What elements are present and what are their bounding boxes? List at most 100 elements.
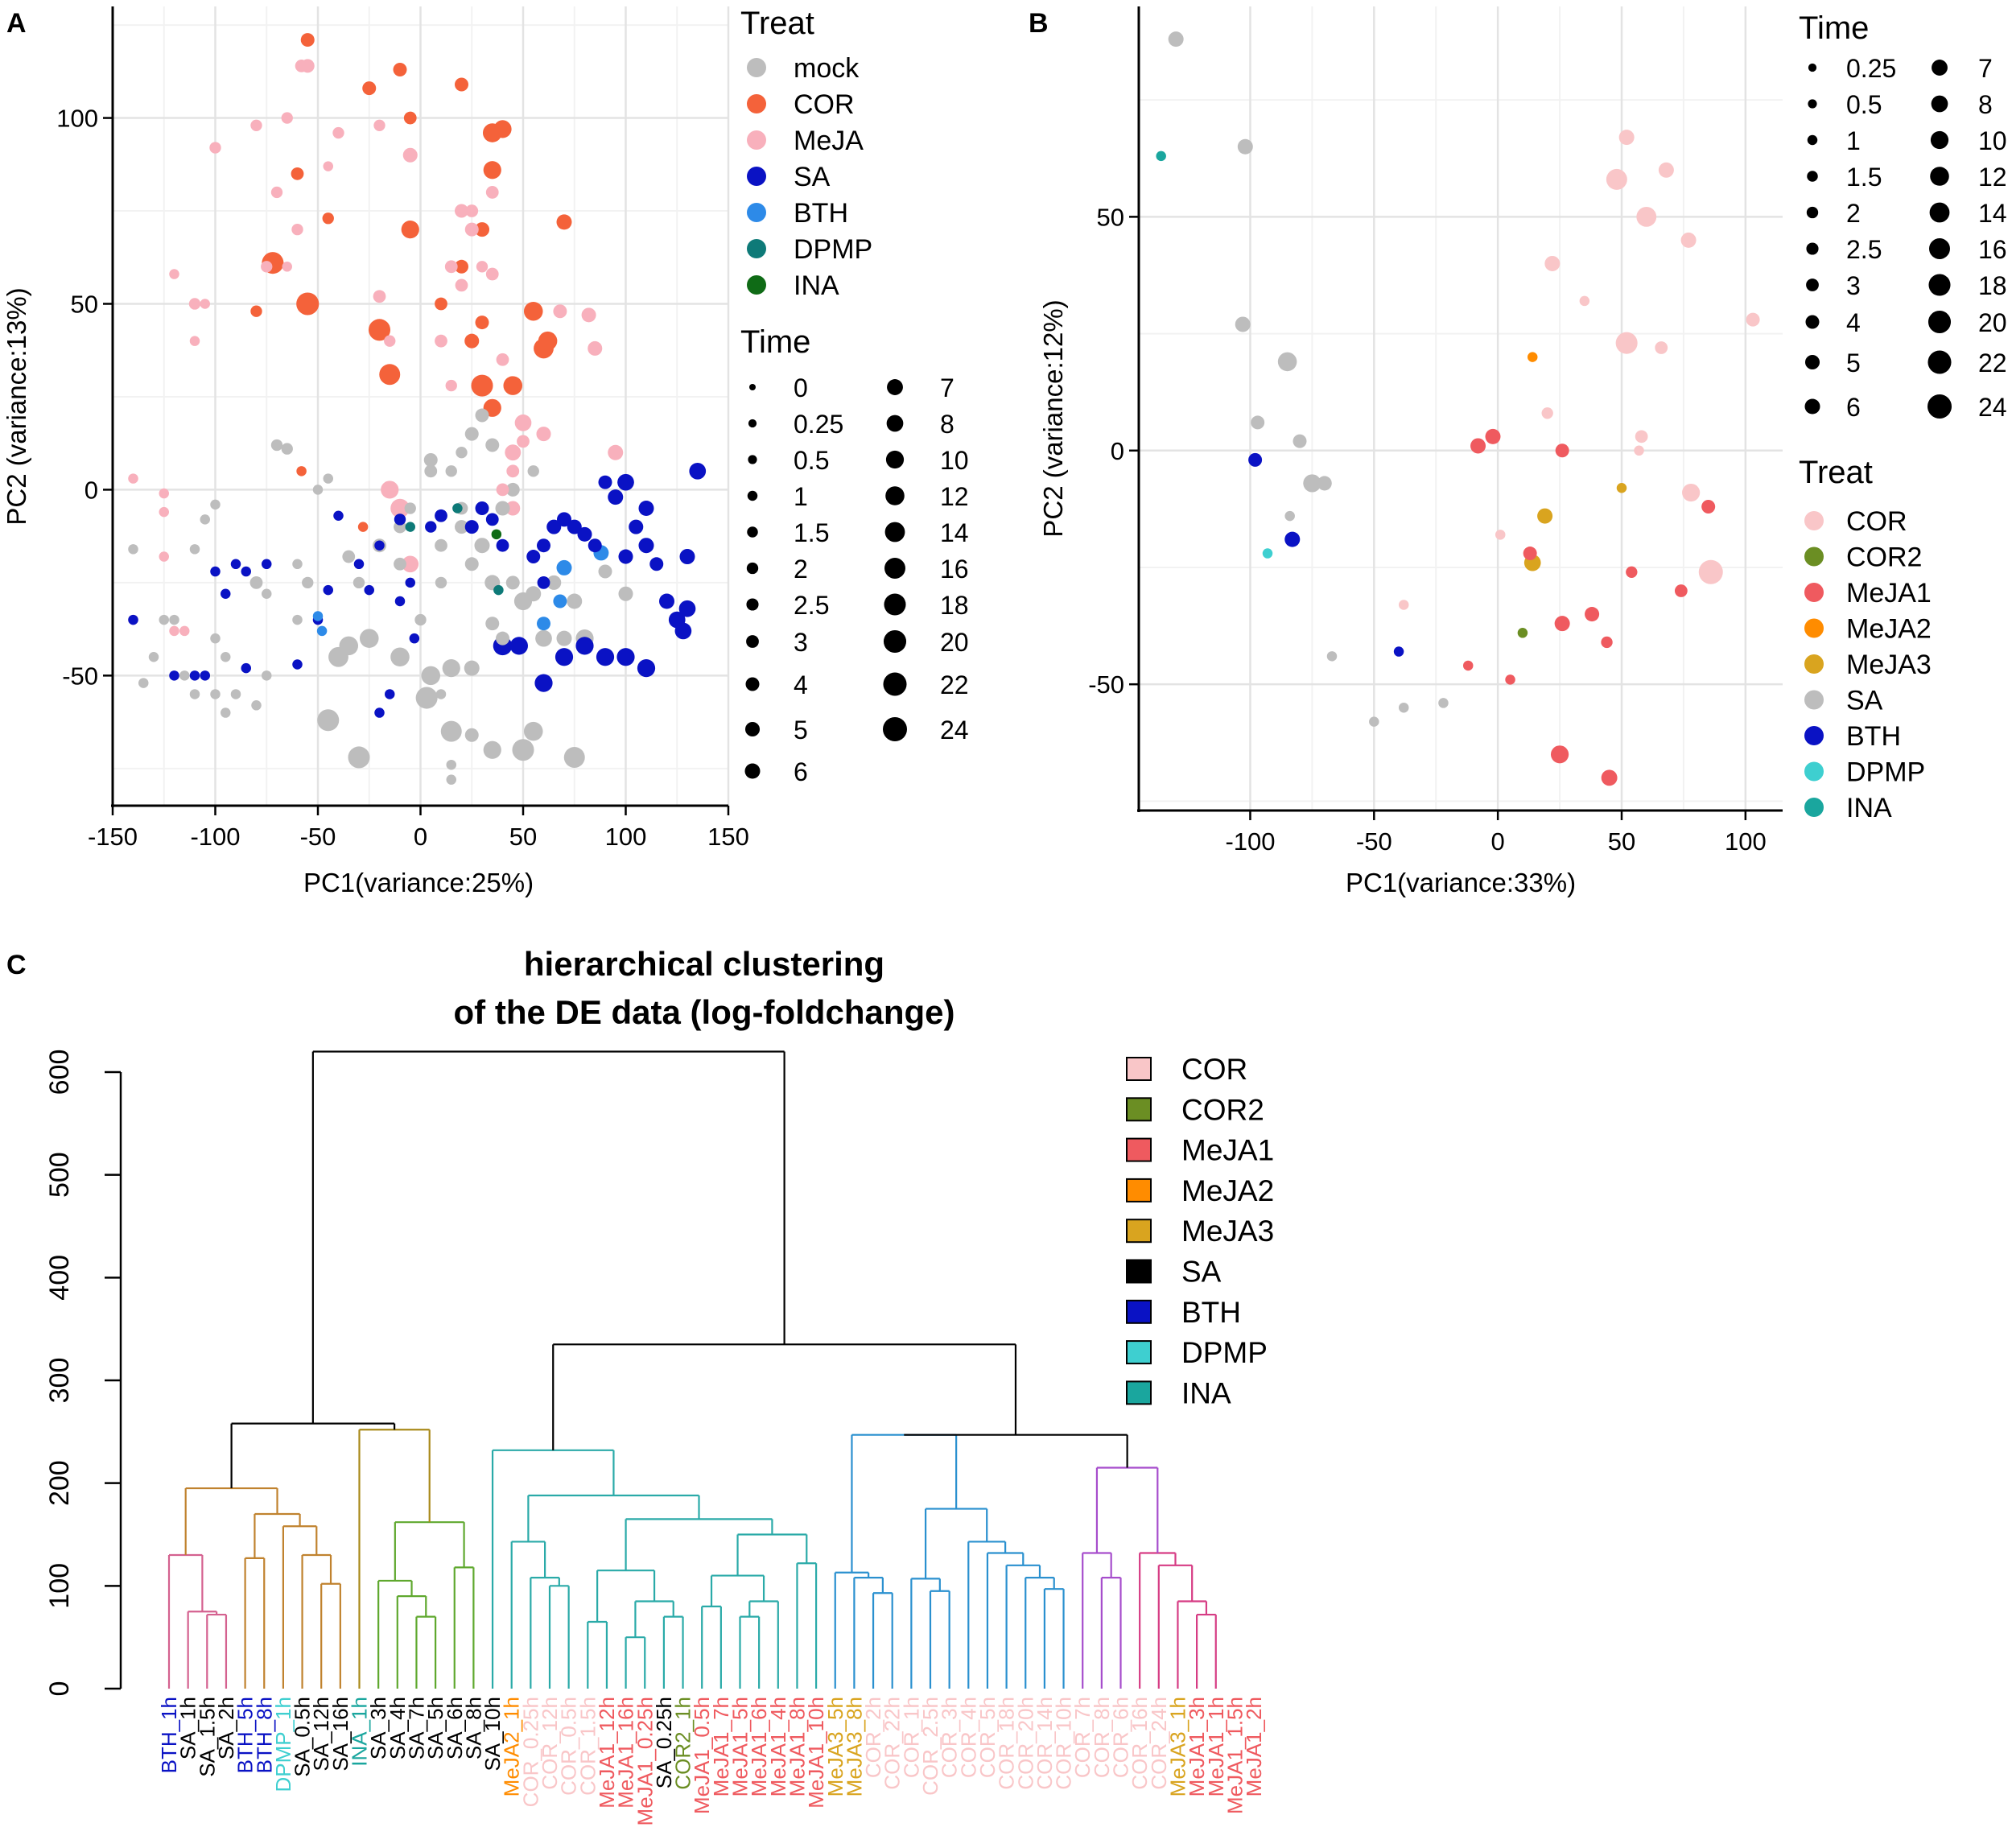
point-mock <box>251 700 262 711</box>
point-sa <box>435 509 447 522</box>
point-sa <box>1277 352 1297 372</box>
point-mock <box>495 501 510 516</box>
legend-treat-title: Treat <box>1799 455 1873 490</box>
point-cor <box>322 212 334 225</box>
legend-treat-label: DPMP <box>1846 757 1925 788</box>
point-mock <box>455 520 468 534</box>
leaf-label: COR_0.25h <box>518 1697 542 1807</box>
point-bth <box>1393 646 1404 657</box>
legend-time-swatch <box>887 379 903 395</box>
legend-time-label: 22 <box>1978 349 2007 377</box>
legend-time-swatch <box>748 419 757 428</box>
legend-time-label: 14 <box>940 518 969 547</box>
leaf-label: MeJA3_8h <box>842 1697 866 1796</box>
legend-swatch <box>1126 1137 1152 1162</box>
point-mock <box>505 482 520 497</box>
legend-time-label: 7 <box>1978 54 1993 83</box>
point-mock <box>317 709 340 732</box>
legend-treat-swatch <box>1804 761 1824 782</box>
point-mock <box>485 438 500 452</box>
legend-treat-swatch <box>747 94 766 113</box>
point-cor <box>503 376 523 395</box>
point-mock <box>598 564 612 579</box>
point-mock <box>210 633 221 644</box>
leaf-label: MeJA1_0.5h <box>690 1697 714 1814</box>
legend-swatch <box>1126 1299 1152 1324</box>
legend-time-label: 1.5 <box>794 518 829 547</box>
point-meja3 <box>1616 482 1627 493</box>
y-tick-label: 100 <box>56 105 98 133</box>
legend-swatch <box>1126 1380 1152 1405</box>
leaf-label: MeJA1_1.5h <box>1222 1697 1247 1814</box>
leaf-label: MeJA1_6h <box>747 1697 771 1796</box>
point-cor2 <box>1517 628 1528 638</box>
leaf-label: COR_18h <box>995 1697 1019 1790</box>
legend-time-label: 1.5 <box>1846 163 1882 192</box>
legend-time-swatch <box>885 450 905 469</box>
leaf-label: COR_8h <box>1090 1697 1114 1778</box>
leaf-label: MeJA3_5h <box>823 1697 847 1796</box>
point-sa <box>485 513 499 526</box>
leaf-label: COR_1h <box>899 1697 923 1778</box>
legend-time-label: 24 <box>940 716 969 745</box>
leaf-label: COR_10h <box>1052 1697 1076 1790</box>
point-cor <box>300 33 315 47</box>
leaf-label: MeJA1_10h <box>804 1697 828 1809</box>
point-mock <box>421 666 441 686</box>
legend-treat-label: MeJA3 <box>1846 650 1932 680</box>
point-sa <box>616 648 635 666</box>
point-mock <box>546 575 562 590</box>
point-meja <box>169 625 179 637</box>
leaf-label: SA_4h <box>385 1697 410 1759</box>
y-tick-label: 200 <box>44 1460 75 1506</box>
point-cor <box>1746 312 1760 327</box>
leaf-label: SA_6h <box>443 1697 467 1759</box>
point-mock <box>189 544 200 555</box>
point-cor <box>368 319 391 341</box>
legend-time-label: 8 <box>1978 90 1993 119</box>
point-sa <box>394 514 406 526</box>
point-mock <box>342 550 356 563</box>
plot-a-x-label: PC1(variance:25%) <box>303 868 534 897</box>
leaf-label: MeJA1_3h <box>1185 1697 1209 1796</box>
point-mock <box>210 689 221 699</box>
point-cor <box>1398 600 1409 610</box>
point-mock <box>404 502 416 514</box>
point-dpmp <box>1262 548 1273 559</box>
point-sa <box>374 707 385 718</box>
point-bth <box>312 611 324 621</box>
point-cor <box>1615 332 1638 354</box>
leaf-label: MeJA1_16h <box>614 1697 638 1809</box>
point-sa <box>556 512 572 527</box>
x-tick-label: 100 <box>605 823 647 851</box>
leaf-label: MeJA1_2h <box>1242 1697 1266 1796</box>
point-meja1 <box>1601 636 1613 649</box>
plot-b-y-label: PC2 (variance:12%) <box>1038 299 1068 537</box>
point-sa <box>598 475 612 489</box>
point-sa <box>200 670 210 681</box>
legend-treat-swatch <box>747 275 766 295</box>
plot-a-ticks: -150 -100 -50 0 50 100 150 -50 0 50 100 <box>56 105 749 851</box>
point-mock <box>292 559 303 570</box>
point-mock <box>348 746 370 769</box>
point-sa <box>189 670 200 681</box>
point-cor <box>1682 483 1701 502</box>
point-sa <box>230 559 241 570</box>
point-mock <box>563 746 585 768</box>
legend-time-label: 20 <box>940 628 969 657</box>
point-cor <box>538 331 558 351</box>
point-cor <box>455 77 468 92</box>
point-dpmp <box>405 522 415 532</box>
legend-treat-swatch <box>747 130 766 150</box>
leaf-label: BTH_5h <box>233 1697 258 1773</box>
point-mock <box>435 576 447 589</box>
y-tick-label: 500 <box>44 1152 75 1198</box>
point-sa <box>1237 138 1253 155</box>
plot-a-points <box>128 33 707 785</box>
legend-time-label: 2.5 <box>794 591 829 620</box>
point-mock <box>464 660 480 676</box>
point-meja <box>553 304 567 319</box>
legend-time-swatch <box>886 415 904 432</box>
point-cor <box>1680 232 1697 248</box>
